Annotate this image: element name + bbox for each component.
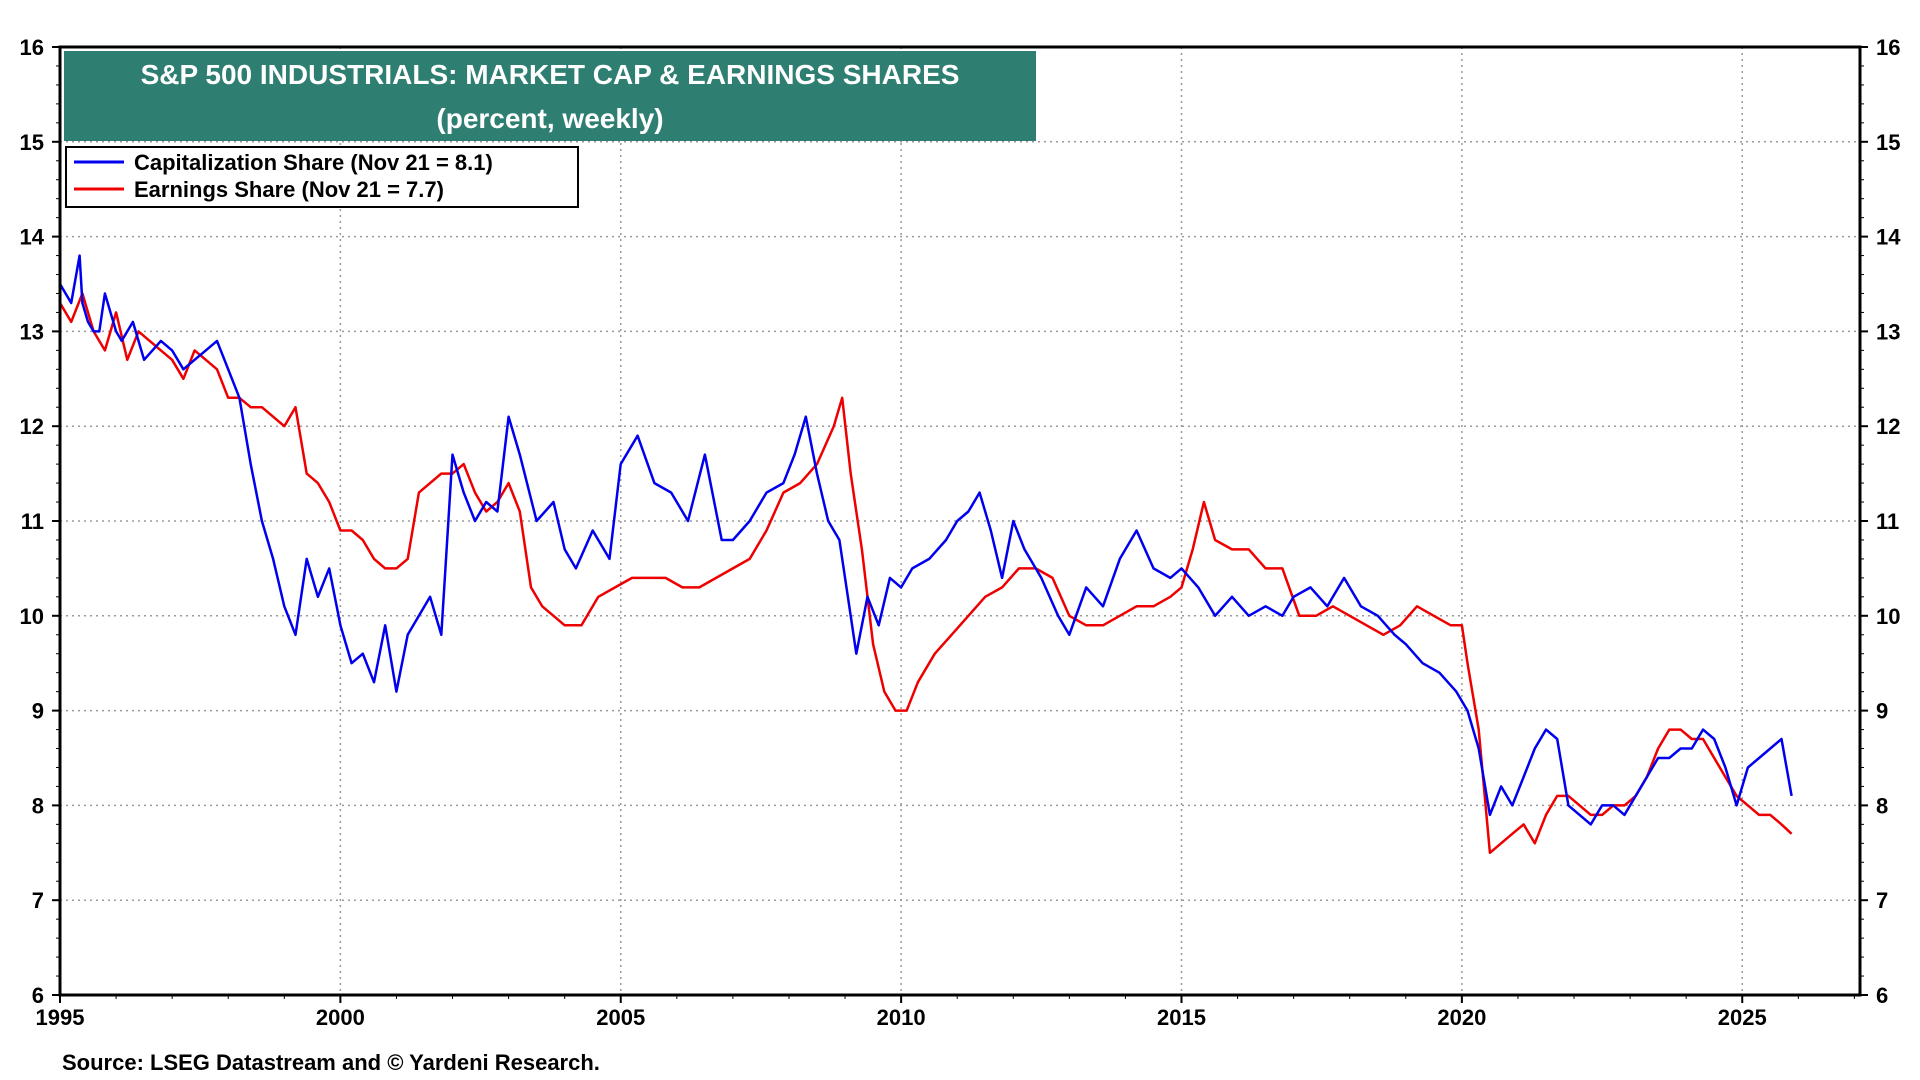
y-tick-label-left: 10	[20, 604, 44, 629]
y-tick-label-right: 12	[1876, 414, 1900, 439]
legend-label-capitalization: Capitalization Share (Nov 21 = 8.1)	[134, 150, 493, 175]
y-tick-label-right: 7	[1876, 888, 1888, 913]
gridlines	[60, 47, 1860, 995]
chart-title: S&P 500 INDUSTRIALS: MARKET CAP & EARNIN…	[141, 59, 960, 90]
legend: Capitalization Share (Nov 21 = 8.1) Earn…	[65, 146, 579, 208]
x-tick-label: 2020	[1437, 1005, 1486, 1030]
y-tick-label-left: 15	[20, 130, 44, 155]
y-tick-label-left: 14	[20, 225, 45, 250]
y-tick-label-left: 9	[32, 699, 44, 724]
legend-label-earnings: Earnings Share (Nov 21 = 7.7)	[134, 177, 444, 202]
y-tick-label-left: 16	[20, 35, 44, 60]
chart-subtitle: (percent, weekly)	[436, 103, 663, 134]
x-tick-label: 2000	[316, 1005, 365, 1030]
y-tick-label-right: 10	[1876, 604, 1900, 629]
x-tick-label: 2015	[1157, 1005, 1206, 1030]
y-tick-label-left: 13	[20, 319, 44, 344]
y-tick-label-right: 13	[1876, 319, 1900, 344]
y-tick-label-right: 14	[1876, 225, 1901, 250]
series-line-earnings	[58, 292, 1793, 855]
legend-box	[65, 146, 579, 208]
y-tick-label-right: 11	[1876, 509, 1899, 534]
x-tick-label: 1995	[36, 1005, 85, 1030]
y-tick-label-left: 8	[32, 793, 44, 818]
y-tick-label-right: 15	[1876, 130, 1900, 155]
x-tick-label: 2025	[1718, 1005, 1767, 1030]
y-tick-label-left: 6	[32, 983, 44, 1008]
y-tick-label-right: 16	[1876, 35, 1900, 60]
y-tick-label-right: 6	[1876, 983, 1888, 1008]
y-tick-label-right: 8	[1876, 793, 1888, 818]
x-tick-label: 2005	[596, 1005, 645, 1030]
axis-ticks	[52, 46, 1868, 1003]
title-background	[64, 51, 1036, 141]
y-tick-label-left: 11	[21, 509, 44, 534]
series-line-capitalization	[58, 254, 1793, 826]
axis-labels: 6 6 7 7 8 8 9 9 10 10 11 11 12 12 13 13 14 14 15 15 16 16 1995…	[20, 35, 1902, 1030]
x-tick-label: 2010	[877, 1005, 926, 1030]
y-tick-label-left: 7	[32, 888, 44, 913]
y-tick-label-right: 9	[1876, 699, 1888, 724]
series-layer	[58, 254, 1793, 855]
source-note: Source: LSEG Datastream and © Yardeni Re…	[62, 1050, 600, 1075]
y-tick-label-left: 12	[20, 414, 44, 439]
title-box: S&P 500 INDUSTRIALS: MARKET CAP & EARNIN…	[64, 51, 1036, 141]
